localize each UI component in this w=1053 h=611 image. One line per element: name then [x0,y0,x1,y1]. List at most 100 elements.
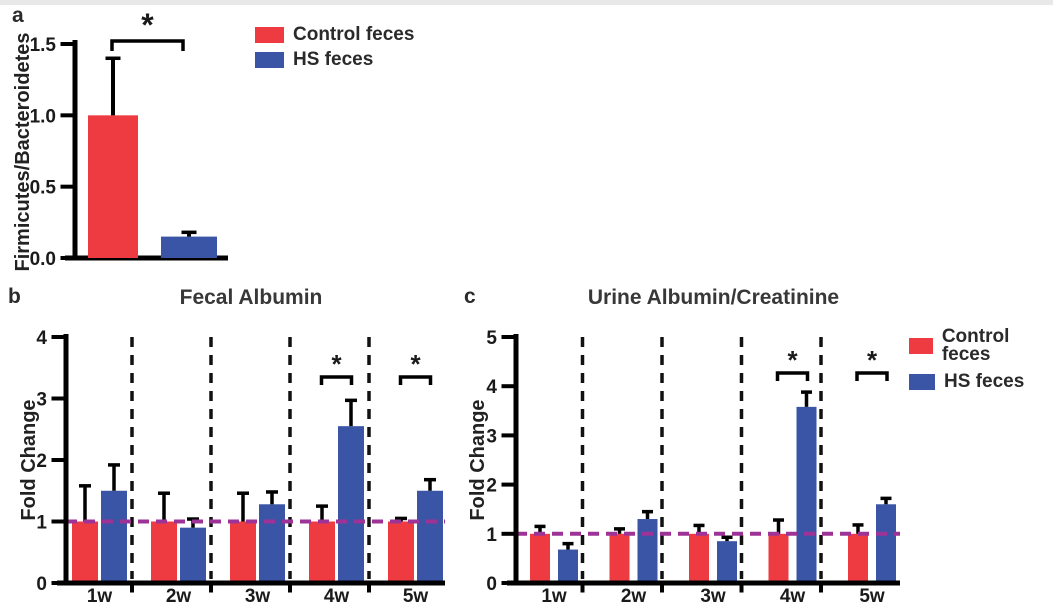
y-tick-label: 4 [36,328,47,349]
x-category-label: 3w [245,586,271,607]
y-tick [60,42,73,46]
bar-hs [161,236,217,258]
y-axis [72,40,78,261]
error-bar-stem [270,491,274,505]
bar-hs-3w [259,504,285,583]
significance-asterisk: * [867,345,878,375]
y-tick [51,396,64,401]
x-category-label: 1w [541,586,567,607]
bar-hs-4w [796,406,817,583]
x-tick [660,585,664,593]
y-tick-label: 3 [486,426,497,447]
y-tick-label: 0 [36,574,47,595]
bar-control [88,115,138,258]
error-bar-cap [693,523,705,528]
error-bar-stem [884,498,888,505]
y-tick [51,335,64,339]
error-bar-stem [725,537,729,542]
x-category-label: 2w [166,586,192,607]
error-bar-stem [187,232,191,237]
error-bar-cap [880,496,892,501]
y-tick-label: 2 [36,451,47,472]
panel-c-legend: Control feces HS feces [909,327,1053,392]
y-tick-label: 0 [486,574,497,595]
significance-bracket [855,371,889,381]
error-bar-cap [79,484,91,488]
significance-asterisk: * [410,349,421,379]
significance-asterisk: * [141,7,154,43]
x-tick [819,585,823,593]
y-tick-label: 1 [36,513,47,534]
bar-hs-5w [876,504,896,583]
y-tick-label: 4 [486,377,497,398]
y-tick-label: 1 [486,525,497,546]
error-bar-cap [534,524,546,529]
y-tick [60,113,73,118]
error-bar-cap [266,490,278,494]
error-bar-cap [395,516,407,521]
top-border [0,0,1053,5]
error-bar-stem [320,506,324,522]
x-tick [739,585,744,593]
y-tick-label: 3 [36,390,47,411]
error-bar-stem [804,392,809,407]
y-tick-label: 1.5 [30,35,57,56]
error-bar-stem [566,543,570,550]
panel-a-chart: 0.0 0.5 1.0 1.5 * [30,7,228,270]
y-tick [501,335,514,339]
error-bar-cap [237,491,249,495]
error-bar-cap [642,509,653,514]
error-bar-stem [617,528,622,534]
error-bar-stem [538,526,542,534]
panel-b-letter: b [8,285,21,308]
x-tick [209,585,213,593]
x-category-label: 4w [780,586,806,607]
x-axis [507,580,900,586]
bar-hs-5w [417,490,443,583]
y-tick [501,384,514,389]
error-bar-stem [776,520,781,534]
error-bar-stem [111,58,115,116]
significance-asterisk: * [787,345,798,375]
bar-hs-2w [180,527,206,583]
error-bar-cap [108,463,120,467]
panel-a-letter: a [12,4,24,27]
y-tick [501,482,514,487]
bar-control-4w [768,533,789,583]
bar-control-3w [230,521,256,583]
hs-feces-swatch [255,52,284,68]
x-tick [580,585,585,593]
x-axis [57,580,445,586]
error-bar-stem [83,485,87,522]
bar-control-5w [848,533,868,583]
error-bar-cap [721,535,733,539]
bar-control-1w [72,521,98,583]
y-tick-label: 0.0 [30,249,56,270]
significance-bracket [110,39,185,51]
legend-item-hs: HS feces [909,371,1053,392]
bar-hs-4w [338,426,364,583]
y-tick [60,256,73,260]
y-tick-label: 5 [486,328,497,349]
y-axis [63,334,69,586]
y-tick [51,458,64,462]
bar-control-3w [689,533,709,583]
bar-control-4w [309,521,335,583]
panel-c-chart: 1w 2w 3w 4w 5w 0 1 2 3 4 5 * * [486,328,900,607]
panel-b-y-axis-label: Fold Change [18,399,40,521]
y-tick [60,184,73,189]
error-bar-cap [852,523,864,527]
x-tick [130,585,134,593]
significance-bracket [775,371,810,381]
panel-c-title: Urine Albumin/Creatinine [587,286,840,309]
bar-hs-2w [637,519,658,583]
error-bar-cap [773,518,784,522]
hs-feces-swatch [909,374,935,390]
error-bar-stem [697,525,701,534]
y-tick [501,581,514,585]
legend-label-hs: HS feces [944,371,1025,392]
bar-control-5w [388,521,414,583]
panel-a-y-axis-label: Firmicutes/Bacteroidetes [12,32,34,272]
bar-hs-3w [717,541,737,583]
